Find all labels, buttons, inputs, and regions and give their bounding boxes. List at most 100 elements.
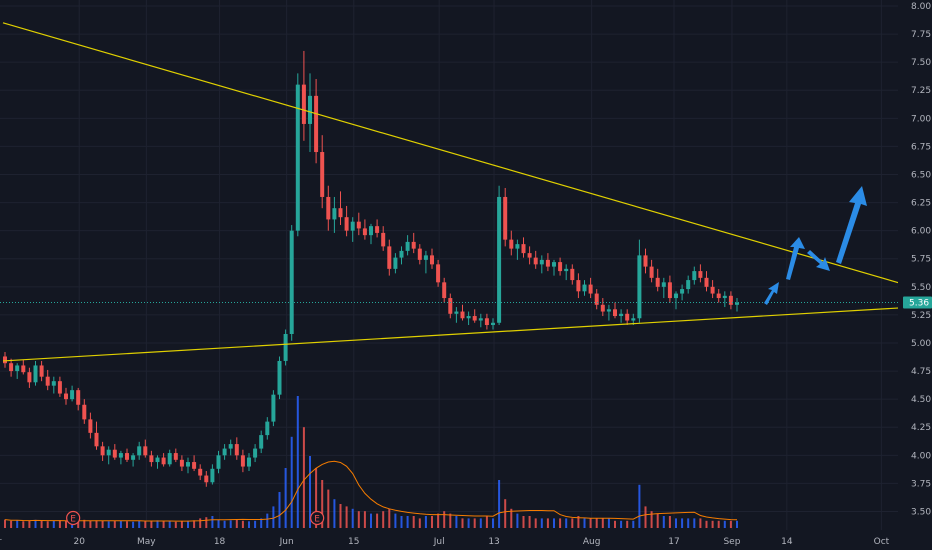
price-tick-label: 5.50 — [911, 283, 931, 293]
volume-bar — [705, 520, 708, 528]
candle — [259, 430, 264, 454]
candle — [625, 309, 630, 326]
volume-bar — [485, 516, 488, 528]
candle — [137, 441, 142, 460]
candle — [674, 291, 678, 310]
volume-bar — [217, 519, 220, 528]
price-tick-label: 3.50 — [911, 507, 931, 517]
volume-bar — [113, 520, 116, 528]
volume-bar — [583, 518, 586, 528]
candle — [582, 280, 587, 296]
candle — [301, 50, 306, 141]
volume-bar — [150, 520, 153, 528]
candle — [143, 439, 148, 458]
volume-bar — [40, 520, 43, 528]
volume-bar — [534, 518, 537, 528]
projection-arrows[interactable] — [764, 186, 867, 305]
volume-bar — [540, 518, 543, 528]
candle — [33, 360, 38, 386]
volume-bar — [180, 521, 183, 528]
price-tick-label: 6.25 — [911, 199, 931, 209]
candle — [716, 289, 721, 303]
candle — [308, 73, 312, 153]
candle — [375, 219, 380, 238]
candle — [692, 266, 697, 285]
volume-bar — [492, 518, 494, 528]
volume-bar — [498, 480, 501, 528]
volume-bar — [693, 518, 696, 528]
candle — [15, 363, 20, 379]
volume-bar — [681, 518, 684, 528]
arrow-up-icon[interactable] — [786, 237, 805, 280]
candle — [576, 273, 581, 299]
candle — [478, 313, 483, 328]
time-tick-label: Jul — [433, 537, 445, 547]
earnings-marker-label: E — [70, 515, 76, 525]
price-axis[interactable]: 3.50 3.75 4.00 4.25 4.50 4.75 5.00 5.25 5.50 5.75… — [911, 2, 931, 517]
volume-bar — [339, 504, 342, 528]
candle — [411, 232, 416, 254]
trendline-lower-support[interactable] — [2, 301, 932, 362]
candle — [442, 277, 447, 303]
volume-bar — [565, 518, 568, 528]
volume-bar — [443, 511, 446, 528]
candle — [247, 453, 251, 472]
volume-bar — [28, 520, 31, 528]
time-tick-label: 13 — [488, 537, 499, 547]
volume-moving-average — [4, 460, 738, 522]
volume-bar — [607, 518, 610, 528]
candle — [405, 235, 410, 256]
arrow-down-icon[interactable] — [807, 250, 830, 271]
volume-bar — [65, 520, 67, 528]
candle — [283, 329, 288, 366]
volume-bar — [162, 521, 165, 528]
candlestick-series — [3, 50, 739, 487]
trendline-upper-resistance[interactable] — [2, 22, 932, 315]
candle — [149, 450, 154, 467]
candle — [655, 268, 660, 292]
time-axis[interactable]: Apr 20 May 18 Jun 15 Jul 13 Aug 17 Sep 14 Oct — [0, 537, 890, 547]
candle — [51, 376, 56, 394]
candle — [198, 464, 203, 481]
volume-bar — [309, 456, 311, 528]
volume-bar — [589, 518, 592, 528]
volume-bar — [327, 489, 330, 528]
time-tick-label: Apr — [0, 537, 2, 547]
volume-bar — [168, 520, 171, 528]
volume-bar — [711, 520, 714, 528]
volume-bar — [144, 521, 147, 528]
earnings-marker[interactable]: E — [310, 510, 325, 526]
volume-bar — [418, 518, 421, 528]
volume-bar — [668, 516, 671, 528]
volume-bar — [601, 518, 604, 528]
volume-bar — [431, 516, 433, 528]
candle — [521, 237, 526, 258]
arrow-up-icon[interactable] — [764, 282, 779, 305]
volume-bar — [248, 521, 250, 528]
volume-bar — [461, 518, 464, 528]
volume-bar — [4, 519, 6, 528]
volume-bar — [107, 521, 110, 528]
candle — [192, 455, 197, 472]
volume-bar — [400, 516, 403, 528]
price-tick-label: 5.00 — [911, 339, 931, 349]
candle — [82, 399, 87, 424]
candle — [57, 376, 62, 397]
candle — [399, 246, 404, 265]
earnings-marker[interactable]: E — [66, 510, 81, 526]
time-tick-label: Oct — [874, 537, 890, 547]
volume-bar — [235, 519, 238, 528]
arrow-up-icon[interactable] — [836, 186, 867, 264]
volume-bar — [504, 499, 507, 528]
volume-bar — [241, 520, 244, 528]
current-price-label: 5.36 — [909, 299, 929, 309]
volume-bar — [83, 519, 86, 528]
volume-bar — [52, 520, 55, 528]
volume-bar — [254, 520, 257, 528]
candle — [70, 385, 75, 402]
trendline-group[interactable] — [2, 22, 932, 362]
volume-bar — [437, 513, 440, 528]
